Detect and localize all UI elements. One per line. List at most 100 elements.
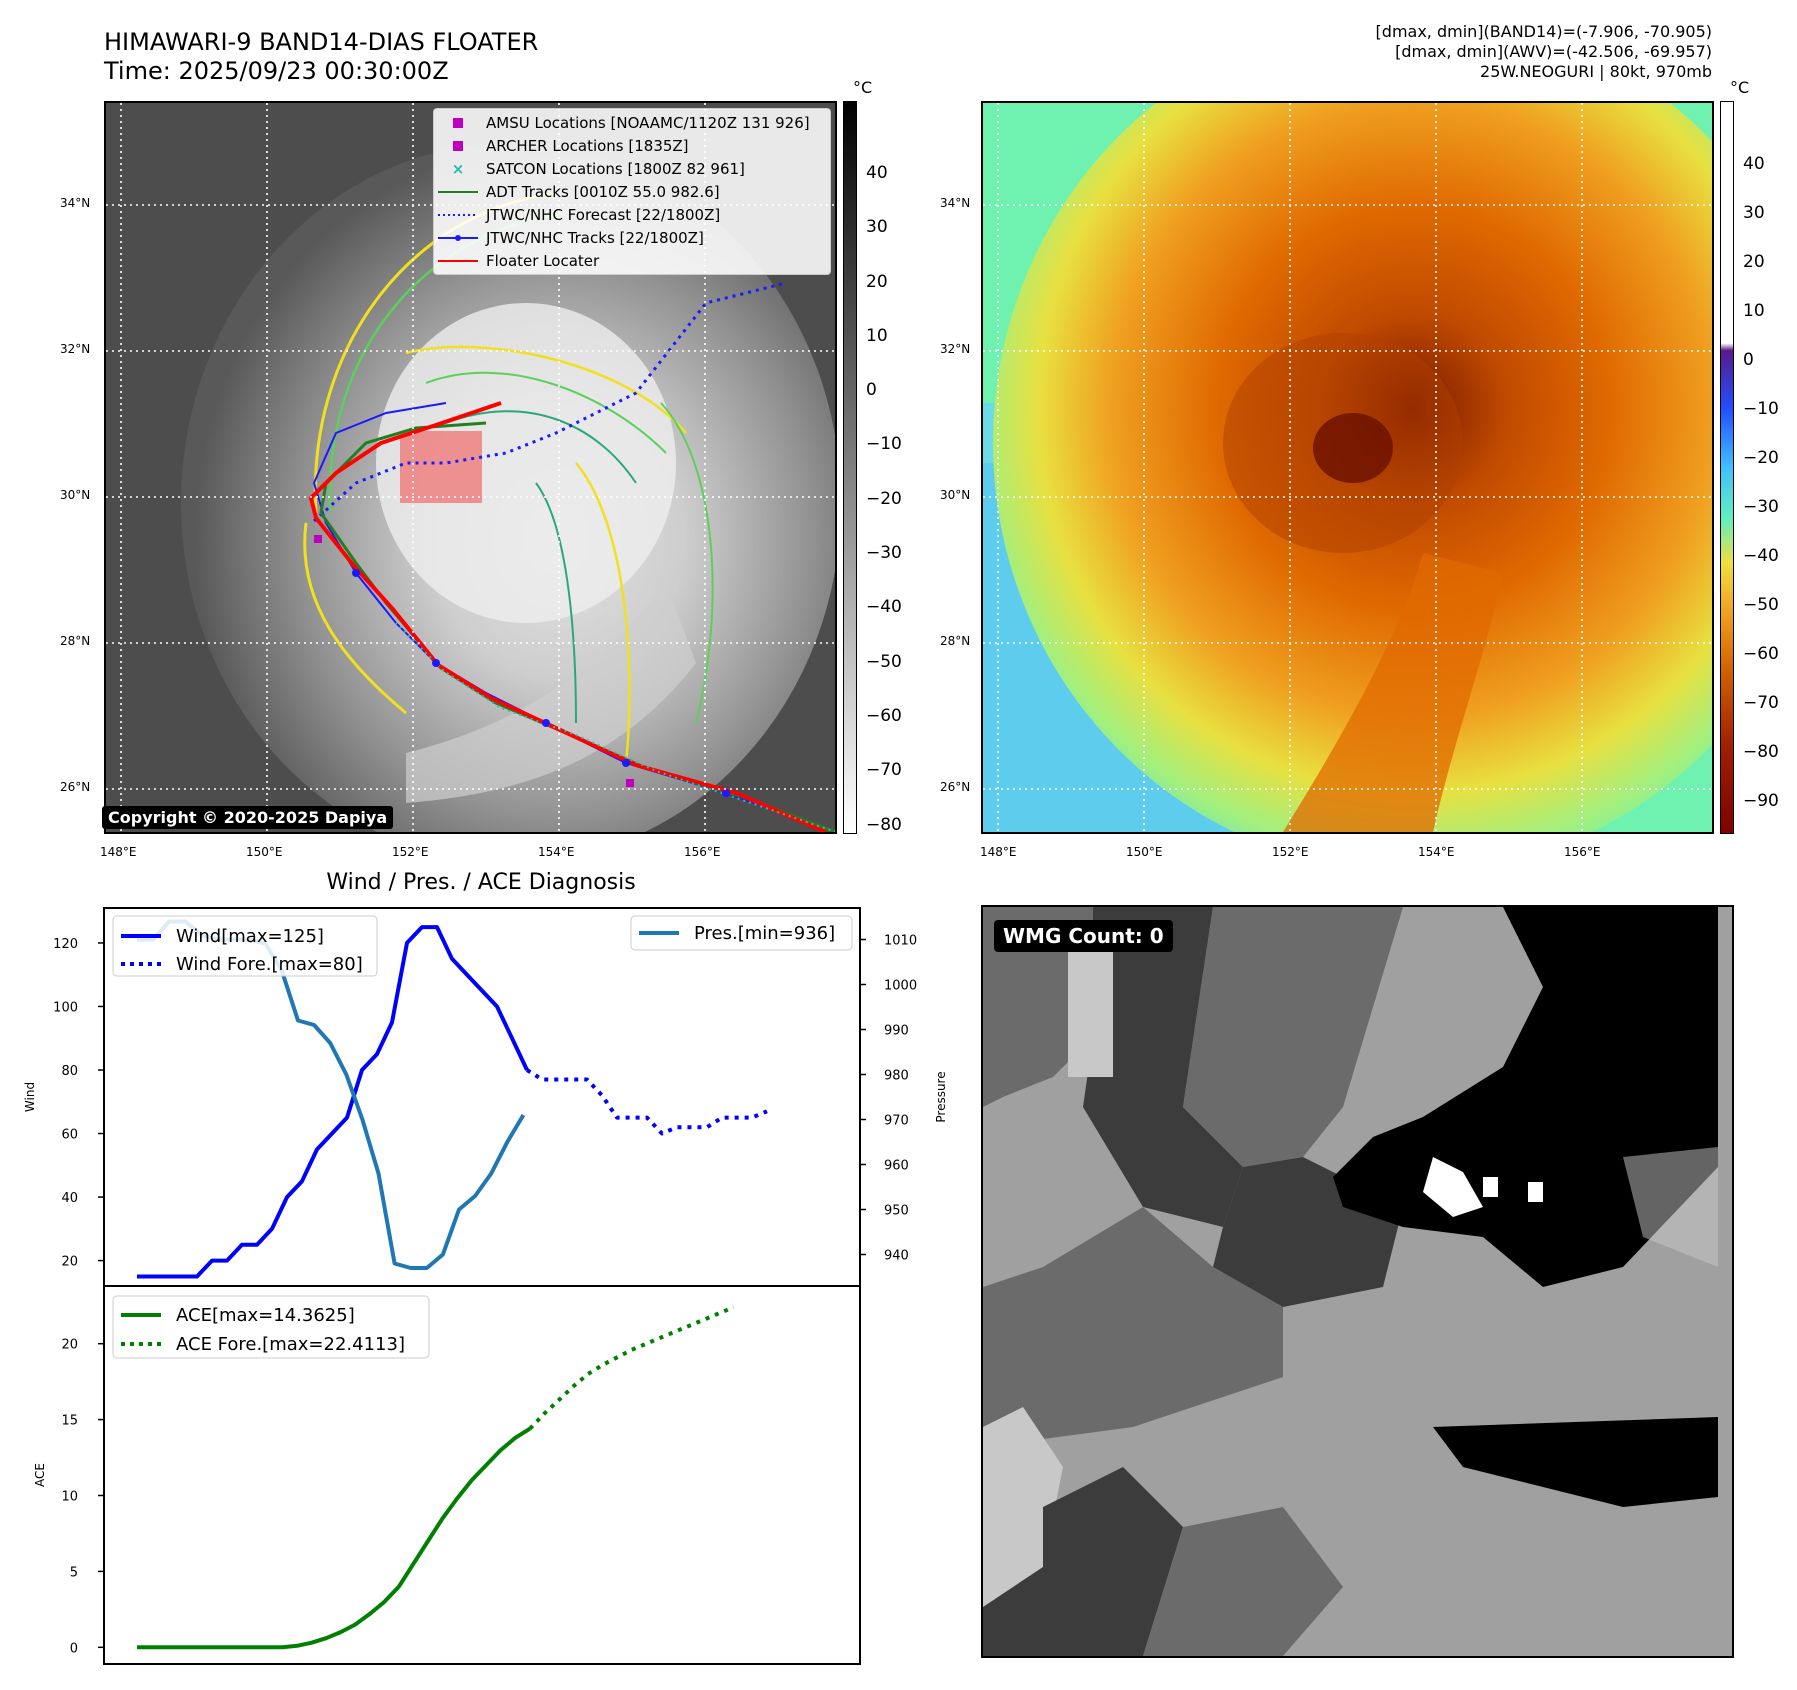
colorbar-tick: −30 <box>1743 497 1779 517</box>
colorbar-tick: 40 <box>866 163 888 183</box>
legend-item: Floater Locater <box>434 249 830 272</box>
lat-label: 32°N <box>60 342 91 356</box>
storm-info: [dmax, dmin](BAND14)=(-7.906, -70.905) [… <box>1376 22 1712 82</box>
colorbar-tick: −20 <box>1743 448 1779 468</box>
colorbar-tick: 30 <box>1743 203 1765 223</box>
legend-label: AMSU Locations [NOAAMC/1120Z 131 926] <box>486 113 810 132</box>
copyright-label: Copyright © 2020-2025 Dapiya <box>102 806 394 829</box>
info-band14: [dmax, dmin](BAND14)=(-7.906, -70.905) <box>1375 22 1712 41</box>
title-satellite: HIMAWARI-9 BAND14-DIAS FLOATER <box>104 28 539 56</box>
wind-ytick-label: 100 <box>53 1000 78 1015</box>
pressure-ytick-label: 940 <box>884 1249 909 1264</box>
pressure-ytick-label: 980 <box>884 1069 909 1084</box>
lon-label: 156°E <box>1564 845 1601 859</box>
map-legend: AMSU Locations [NOAAMC/1120Z 131 926] AR… <box>433 108 831 275</box>
wind-ytick-label: 60 <box>61 1128 78 1143</box>
legend-label: ARCHER Locations [1835Z] <box>486 136 689 155</box>
wmg-count-badge: WMG Count: 0 <box>994 920 1173 952</box>
awv-map-panel <box>981 101 1714 834</box>
legend-label: ACE Fore.[max=22.4113] <box>176 1334 405 1355</box>
colorbar-left-ticks: 40 30 20 10 0 −10 −20 −30 −40 −50 −60 −7… <box>866 146 902 852</box>
colorbar-right-unit: °C <box>1730 78 1750 97</box>
wind-legend: Wind[max=125] Wind Fore.[max=80] <box>112 915 378 977</box>
colorbar-tick: −30 <box>866 543 902 564</box>
legend-label: Wind Fore.[max=80] <box>176 954 363 975</box>
ace-series-line <box>137 1427 531 1650</box>
legend-item: × SATCON Locations [1800Z 82 961] <box>434 157 830 180</box>
colorbar-tick: 0 <box>866 380 877 401</box>
ace-legend: ACE[max=14.3625] ACE Fore.[max=22.4113] <box>112 1295 430 1359</box>
diagnosis-charts: Wind / Pres. / ACE Diagnosis Wind Pressu… <box>23 870 948 1665</box>
pressure-axis-label: Pressure <box>934 1071 948 1122</box>
lat-labels-right: 34°N 32°N 30°N 28°N 26°N <box>940 196 970 926</box>
square-icon <box>438 116 478 130</box>
colorbar-tick: −10 <box>866 434 902 455</box>
ace-axis-label: ACE <box>33 1463 47 1487</box>
lon-label: 148°E <box>100 845 137 859</box>
colorbar-tick: −10 <box>1743 399 1779 419</box>
lat-label: 34°N <box>940 196 971 210</box>
colorbar-tick: 30 <box>866 217 888 238</box>
colorbar-tick: −80 <box>866 814 902 835</box>
colorbar-left-unit: °C <box>853 78 873 97</box>
colorbar-right-ticks: 40 30 20 10 0 −10 −20 −30 −40 −50 −60 −7… <box>1743 140 1779 826</box>
dotted-line-icon <box>438 208 478 222</box>
pressure-ytick-label: 950 <box>884 1204 909 1219</box>
ace-ytick-label: 20 <box>61 1338 78 1353</box>
lon-label: 156°E <box>684 845 721 859</box>
colorbar-tick: −40 <box>1743 546 1779 566</box>
pressure-ytick-label: 990 <box>884 1024 909 1039</box>
x-marker-icon: × <box>451 159 465 178</box>
legend-label: ADT Tracks [0010Z 55.0 982.6] <box>486 182 720 201</box>
info-storm: 25W.NEOGURI | 80kt, 970mb <box>1480 62 1712 81</box>
ace-ytick-label: 15 <box>61 1414 78 1429</box>
colorbar-tick: −20 <box>866 488 902 509</box>
wind-ytick-label: 20 <box>61 1255 78 1270</box>
colorbar-tick: −60 <box>866 705 902 726</box>
colorbar-tick: 20 <box>866 271 888 292</box>
legend-label: ACE[max=14.3625] <box>176 1305 355 1326</box>
lat-label: 26°N <box>940 780 971 794</box>
chart-title: Wind / Pres. / ACE Diagnosis <box>326 870 635 895</box>
colorbar-tick: −90 <box>1743 791 1779 811</box>
lat-label: 32°N <box>940 342 971 356</box>
wind-forecast-line <box>525 1068 768 1136</box>
lon-label: 154°E <box>1418 845 1455 859</box>
title-time: Time: 2025/09/23 00:30:00Z <box>104 57 449 85</box>
info-awv: [dmax, dmin](AWV)=(-42.506, -69.957) <box>1395 42 1712 61</box>
colorbar-tick: −70 <box>1743 693 1779 713</box>
colorbar-tick: −50 <box>866 651 902 672</box>
legend-item: AMSU Locations [NOAAMC/1120Z 131 926] <box>434 111 830 134</box>
legend-label: Floater Locater <box>486 251 600 270</box>
ace-ytick-label: 5 <box>70 1565 78 1580</box>
lat-label: 30°N <box>940 488 971 502</box>
legend-label: JTWC/NHC Forecast [22/1800Z] <box>486 205 721 224</box>
legend-item: ADT Tracks [0010Z 55.0 982.6] <box>434 180 830 203</box>
line-dot-icon <box>438 231 478 245</box>
lat-label: 34°N <box>60 196 91 210</box>
awv-map-canvas <box>983 103 1712 832</box>
colorbar-tick: −70 <box>866 760 902 781</box>
wind-ytick-label: 40 <box>61 1191 78 1206</box>
wind-series-line <box>137 925 529 1279</box>
lon-label: 150°E <box>1126 845 1163 859</box>
ace-forecast-line <box>528 1305 735 1431</box>
colorbar-right <box>1720 101 1734 834</box>
legend-label: Wind[max=125] <box>176 926 324 947</box>
lon-label: 152°E <box>1272 845 1309 859</box>
pressure-ytick-label: 1000 <box>884 979 917 994</box>
colorbar-left <box>843 101 857 834</box>
lon-label: 148°E <box>980 845 1017 859</box>
colorbar-tick: −60 <box>1743 644 1779 664</box>
colorbar-tick: 40 <box>1743 154 1765 174</box>
pressure-ytick-label: 960 <box>884 1159 909 1174</box>
colorbar-tick: 0 <box>1743 350 1754 370</box>
colorbar-tick: −40 <box>866 597 902 618</box>
lat-label: 28°N <box>940 634 971 648</box>
colorbar-tick: 10 <box>1743 301 1765 321</box>
line-icon <box>438 254 478 268</box>
pressure-legend: Pres.[min=936] <box>630 915 853 951</box>
legend-item: ARCHER Locations [1835Z] <box>434 134 830 157</box>
lat-label: 28°N <box>60 634 91 648</box>
wmg-canvas <box>983 907 1732 1656</box>
